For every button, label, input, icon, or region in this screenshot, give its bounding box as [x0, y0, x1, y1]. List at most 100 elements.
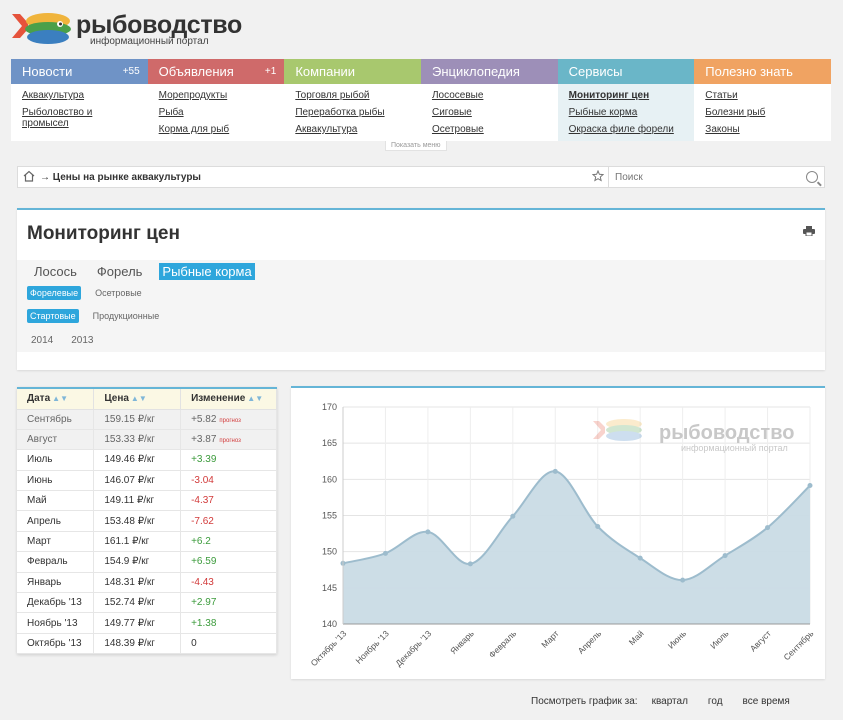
change-value: -4.37 — [191, 495, 214, 507]
cell-price: 148.39 ₽/кг — [93, 633, 182, 655]
column-header-price[interactable]: Цена ▲▼ — [93, 387, 182, 410]
nav-tab[interactable]: Новости +55 — [11, 59, 148, 84]
x-tick-label: Сентябрь — [781, 628, 815, 662]
table-row: Июль 149.46 ₽/кг +3.39 — [17, 449, 277, 471]
nav-link[interactable]: Законы — [705, 124, 740, 135]
nav-link[interactable]: Лососевые — [431, 90, 484, 101]
print-icon[interactable] — [803, 226, 815, 236]
site-logo[interactable]: рыбоводство информационный портал — [10, 8, 242, 50]
feed-type-option[interactable]: Осетровые — [95, 288, 142, 298]
logo-subtitle: информационный портал — [90, 35, 209, 47]
show-menu-button[interactable]: Показать меню — [385, 141, 447, 151]
data-point — [382, 550, 388, 556]
product-tab[interactable]: Форель — [96, 264, 143, 279]
nav-tab[interactable]: Сервисы — [557, 59, 695, 84]
home-icon[interactable] — [18, 170, 40, 185]
x-tick-label: Январь — [448, 628, 476, 656]
watermark-title: рыбоводство — [659, 422, 794, 444]
nav-tab-label: Сервисы — [568, 64, 623, 79]
nav-tab[interactable]: Энциклопедия — [420, 59, 558, 84]
change-value: +3.87 — [191, 434, 217, 446]
page-title: Мониторинг цен — [27, 223, 180, 244]
data-point — [595, 523, 601, 529]
nav-link[interactable]: Корма для рыб — [158, 124, 230, 135]
nav-link[interactable]: Аквакультура — [22, 90, 85, 101]
search-input[interactable] — [615, 171, 785, 183]
x-tick-label: Май — [627, 628, 646, 647]
nav-tab-label: Объявления — [158, 64, 234, 79]
nav-tab-label: Энциклопедия — [431, 64, 520, 79]
data-point — [552, 468, 558, 474]
data-point — [765, 525, 771, 531]
nav-link[interactable]: Статьи — [705, 90, 738, 101]
period-option-all[interactable]: все время — [742, 696, 790, 707]
column-header-change[interactable]: Изменение ▲▼ — [180, 387, 277, 410]
nav-link[interactable]: Сиговые — [431, 107, 472, 118]
fish-logo-icon — [12, 13, 71, 44]
nav-link[interactable]: Рыболовство и промысел — [22, 107, 93, 129]
cell-price: 148.31 ₽/кг — [93, 572, 182, 594]
price-monitoring-panel: Мониторинг цен Лосось Форель Рыбные корма … — [17, 208, 825, 370]
y-tick-label: 160 — [322, 474, 337, 484]
cell-change: 0 — [180, 633, 277, 655]
nav-tab-label: Компании — [295, 64, 356, 79]
table-row: Август 153.33 ₽/кг +3.87 прогноз — [17, 429, 277, 451]
change-value: -3.04 — [191, 474, 214, 486]
nav-tab[interactable]: Компании — [284, 59, 421, 84]
nav-link[interactable]: Окраска филе форели — [568, 124, 674, 135]
nav-link[interactable]: Переработка рыбы — [295, 107, 385, 118]
period-option-year[interactable]: год — [707, 696, 723, 707]
x-tick-label: Декабрь '13 — [393, 628, 433, 668]
nav-badge: +55 — [122, 66, 140, 77]
nav-link[interactable]: Рыба — [158, 107, 184, 118]
period-option-quarter[interactable]: квартал — [651, 696, 688, 707]
cell-price: 149.77 ₽/кг — [93, 612, 182, 634]
x-tick-label: Август — [748, 628, 773, 653]
star-icon[interactable] — [588, 169, 608, 185]
year-option[interactable]: 2014 — [31, 335, 54, 346]
nav-link[interactable]: Морепродукты — [158, 90, 228, 101]
nav-badge: +1 — [264, 66, 277, 77]
change-value: -4.43 — [191, 576, 214, 588]
year-option[interactable]: 2013 — [71, 335, 94, 346]
y-tick-label: 140 — [322, 619, 337, 629]
cell-date: Декабрь '13 — [17, 592, 95, 614]
cell-date: Февраль — [17, 551, 95, 573]
cell-date: Январь — [17, 572, 95, 594]
nav-tab[interactable]: Объявления +1 — [147, 59, 285, 84]
sort-icon[interactable]: ▲▼ — [130, 394, 147, 404]
nav-link[interactable]: Рыбные корма — [568, 107, 638, 118]
y-tick-label: 165 — [322, 438, 337, 448]
table-row: Октябрь '13 148.39 ₽/кг 0 — [17, 633, 277, 655]
main-nav: Новости +55 Аквакультура Рыболовство и пром… — [11, 59, 831, 141]
nav-section-3: Энциклопедия Лососевые Сиговые Осетровые — [420, 59, 558, 141]
cell-change: +6.59 — [180, 551, 277, 573]
nav-link[interactable]: Аквакультура — [295, 124, 358, 135]
nav-link[interactable]: Осетровые — [431, 124, 484, 135]
product-tab[interactable]: Лосось — [34, 264, 77, 279]
change-value: 0 — [191, 637, 197, 649]
nav-tab-label: Новости — [22, 64, 73, 79]
feed-type-option[interactable]: Форелевые — [27, 286, 82, 300]
change-value: +5.82 — [191, 413, 217, 425]
breadcrumb: → Цены на рынке аквакультуры — [40, 171, 201, 183]
logo-title: рыбоводство — [76, 10, 243, 39]
forecast-label: прогноз — [219, 438, 241, 445]
nav-link[interactable]: Болезни рыб — [705, 107, 766, 118]
forecast-label: прогноз — [219, 417, 241, 424]
nav-link[interactable]: Торговля рыбой — [295, 90, 370, 101]
cell-change: -3.04 — [180, 470, 277, 492]
nav-tab[interactable]: Полезно знать — [694, 59, 831, 84]
feed-stage-option[interactable]: Продукционные — [92, 311, 160, 321]
nav-link[interactable]: Мониторинг цен — [568, 90, 650, 101]
search-icon[interactable] — [806, 171, 818, 183]
nav-section-5: Полезно знать Статьи Болезни рыб Законы — [694, 59, 831, 141]
column-header-date[interactable]: Дата ▲▼ — [17, 387, 95, 410]
cell-date: Март — [17, 531, 95, 553]
sort-icon[interactable]: ▲▼ — [247, 394, 264, 404]
cell-change: +1.38 — [180, 612, 277, 634]
sort-icon[interactable]: ▲▼ — [52, 394, 68, 404]
product-tab[interactable]: Рыбные корма — [159, 263, 255, 280]
feed-stage-option[interactable]: Стартовые — [27, 309, 79, 323]
cell-change: +6.2 — [180, 531, 277, 553]
